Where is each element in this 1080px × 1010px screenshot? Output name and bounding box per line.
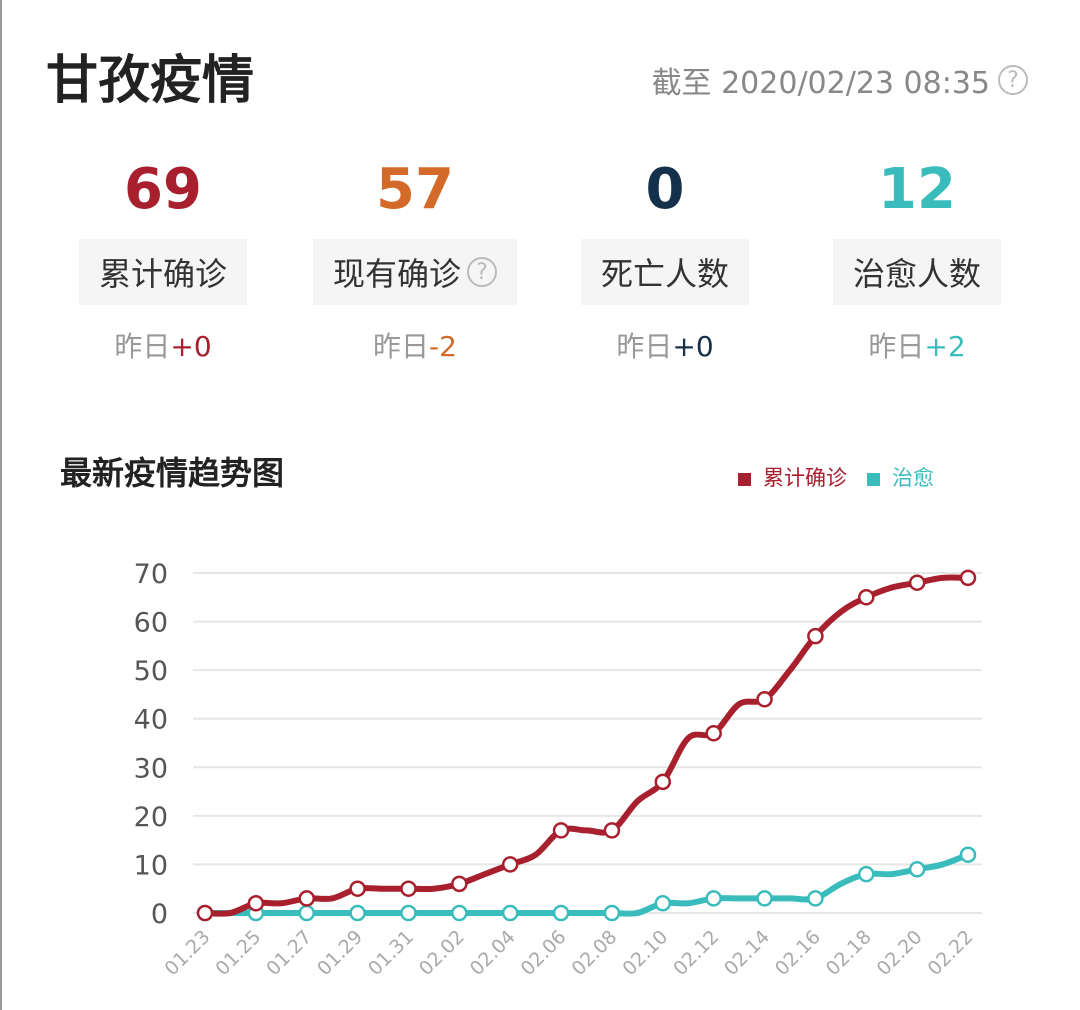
yesterday-delta: -2 xyxy=(429,330,457,363)
data-point xyxy=(400,880,417,897)
stat-label-text: 现有确诊 xyxy=(332,255,461,293)
left-border xyxy=(0,0,2,1010)
data-point xyxy=(501,904,519,922)
data-point xyxy=(603,904,621,922)
chart-legend: 累计确诊 治愈 xyxy=(738,462,934,492)
legend-swatch xyxy=(738,472,751,486)
data-point xyxy=(908,574,926,591)
question-circle-icon[interactable]: ? xyxy=(467,257,497,287)
stat-yesterday: 昨日+0 xyxy=(43,325,283,365)
stat-value: 69 xyxy=(124,157,202,222)
stat-yesterday: 昨日+0 xyxy=(545,325,785,365)
yesterday-prefix: 昨日 xyxy=(868,330,925,363)
data-point xyxy=(705,890,722,907)
y-tick-label: 60 xyxy=(134,608,168,639)
stat-card: 0 死亡人数 昨日+0 xyxy=(545,155,785,365)
data-point xyxy=(858,865,875,883)
data-point xyxy=(552,822,570,839)
yesterday-prefix: 昨日 xyxy=(616,330,673,363)
data-point xyxy=(501,856,519,873)
x-tick-label: 02.12 xyxy=(669,926,723,980)
data-point xyxy=(298,890,315,907)
x-tick-label: 01.31 xyxy=(364,926,418,980)
stat-label: 死亡人数 xyxy=(580,239,749,305)
stat-label: 治愈人数 xyxy=(832,239,1001,305)
stat-label-text: 累计确诊 xyxy=(98,255,227,293)
stat-label-text: 治愈人数 xyxy=(852,255,981,293)
x-tick-label: 02.04 xyxy=(466,926,520,980)
y-tick-label: 0 xyxy=(151,899,168,930)
data-point xyxy=(959,569,977,587)
y-tick-label: 30 xyxy=(134,753,168,784)
yesterday-delta: +0 xyxy=(170,330,212,363)
yesterday-prefix: 昨日 xyxy=(114,330,171,363)
data-point xyxy=(654,773,672,791)
yesterday-prefix: 昨日 xyxy=(373,330,430,363)
x-tick-label: 01.27 xyxy=(262,926,316,980)
data-point xyxy=(603,822,621,839)
data-point xyxy=(807,627,824,645)
stat-yesterday: 昨日+2 xyxy=(797,325,1037,365)
stat-label: 现有确诊? xyxy=(312,239,517,305)
legend-item-confirmed[interactable]: 累计确诊 xyxy=(738,462,847,492)
x-tick-label: 02.22 xyxy=(924,926,978,980)
yesterday-delta: +2 xyxy=(924,330,966,363)
stat-card: 57 现有确诊? 昨日-2 xyxy=(295,155,535,365)
series-line xyxy=(204,574,969,917)
stat-label-text: 死亡人数 xyxy=(600,255,729,293)
data-point xyxy=(451,904,468,922)
x-tick-label: 01.29 xyxy=(313,926,367,980)
data-point xyxy=(552,904,570,922)
x-tick-label: 02.14 xyxy=(720,926,774,980)
stat-value: 0 xyxy=(645,157,685,222)
y-tick-label: 20 xyxy=(134,802,168,833)
x-tick-label: 02.08 xyxy=(567,926,621,980)
data-point xyxy=(451,875,468,893)
legend-item-recovered[interactable]: 治愈 xyxy=(867,462,934,492)
data-point xyxy=(196,904,214,922)
x-tick-label: 02.02 xyxy=(415,926,469,980)
y-tick-label: 40 xyxy=(134,705,168,736)
x-tick-label: 02.16 xyxy=(771,926,825,980)
data-point xyxy=(247,895,265,912)
y-tick-label: 50 xyxy=(134,656,168,687)
x-tick-label: 02.10 xyxy=(618,926,672,980)
data-point xyxy=(400,904,417,922)
chart-title: 最新疫情趋势图 xyxy=(60,454,285,492)
stat-card: 69 累计确诊 昨日+0 xyxy=(43,155,283,365)
data-point xyxy=(908,861,926,878)
stat-yesterday: 昨日-2 xyxy=(295,325,535,365)
x-tick-label: 01.23 xyxy=(161,926,215,980)
data-point xyxy=(756,691,773,708)
data-point xyxy=(756,890,773,907)
data-point xyxy=(298,904,315,922)
data-point xyxy=(349,880,366,897)
legend-label: 治愈 xyxy=(892,466,934,490)
yesterday-delta: +0 xyxy=(672,330,714,363)
x-tick-label: 02.06 xyxy=(517,926,571,980)
data-point xyxy=(349,904,366,922)
stat-card: 12 治愈人数 昨日+2 xyxy=(797,155,1037,365)
timestamp-text: 截至 2020/02/23 08:35 xyxy=(651,66,990,101)
stat-value: 57 xyxy=(376,157,454,222)
data-point xyxy=(705,725,722,742)
data-point xyxy=(858,589,875,606)
y-tick-label: 70 xyxy=(134,559,168,590)
legend-swatch xyxy=(867,472,880,486)
data-point xyxy=(654,895,672,912)
stat-value: 12 xyxy=(878,157,956,222)
stat-label: 累计确诊 xyxy=(78,239,247,305)
y-tick-label: 10 xyxy=(134,850,168,881)
page-title: 甘孜疫情 xyxy=(46,51,255,111)
update-timestamp: 截至 2020/02/23 08:35 ? xyxy=(652,58,1028,102)
series-line xyxy=(205,851,970,917)
data-point xyxy=(959,846,977,863)
x-tick-label: 02.18 xyxy=(822,926,876,980)
x-tick-label: 01.25 xyxy=(211,926,265,980)
legend-label: 累计确诊 xyxy=(763,466,847,490)
x-tick-label: 02.20 xyxy=(873,926,927,980)
data-point xyxy=(807,890,824,907)
question-circle-icon[interactable]: ? xyxy=(998,65,1028,95)
